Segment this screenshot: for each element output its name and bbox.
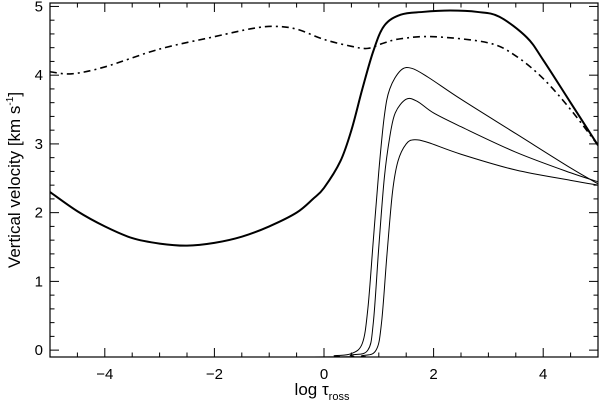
series-line-3 <box>50 67 598 357</box>
y-tick-label: 3 <box>35 136 43 153</box>
y-axis-title-pre: Vertical velocity [km s <box>5 106 24 269</box>
label-layer: −4 −2 0 2 4 0 1 2 3 4 5 <box>35 0 548 383</box>
x-tick-label: −2 <box>206 366 223 383</box>
plot-frame <box>49 2 599 358</box>
tick-layer <box>49 3 599 357</box>
y-tick-label: 5 <box>35 0 43 15</box>
x-tick-label: 4 <box>539 366 547 383</box>
x-axis-title: log τross <box>295 380 350 403</box>
x-axis-title-main: log τ <box>295 380 329 399</box>
y-axis-title-post: ] <box>5 92 24 97</box>
y-tick-label: 0 <box>35 342 43 359</box>
series-line-2 <box>50 9 598 247</box>
series-layer <box>50 9 598 357</box>
x-axis-title-sub: ross <box>329 391 350 403</box>
series-line-4 <box>50 97 598 357</box>
y-tick-label: 4 <box>35 67 43 84</box>
x-tick-label: 2 <box>429 366 437 383</box>
x-tick-label: 0 <box>320 366 328 383</box>
y-tick-label: 1 <box>35 273 43 290</box>
series-line-5 <box>50 139 598 357</box>
x-tick-label: −4 <box>96 366 113 383</box>
y-axis-title-sup: -1 <box>5 96 16 105</box>
series-line-1 <box>50 25 598 146</box>
y-tick-label: 2 <box>35 205 43 222</box>
y-axis-title: Vertical velocity [km s-1] <box>5 92 24 268</box>
